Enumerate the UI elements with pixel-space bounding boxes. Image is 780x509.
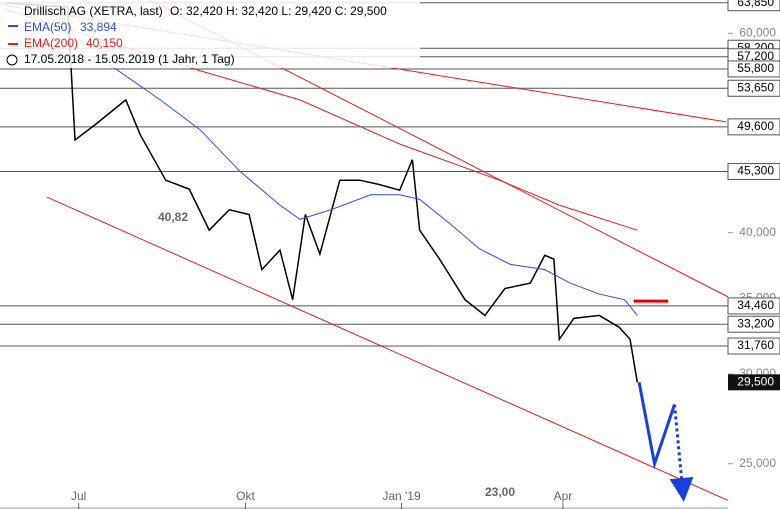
x-tick-label: Jul: [71, 489, 86, 503]
legend-ema200: EMA(200): [24, 36, 78, 50]
legend-swatch: [8, 25, 18, 27]
level-label: 55,800: [737, 61, 774, 75]
y-tick-label: 40,000: [739, 225, 776, 239]
level-box: [727, 297, 780, 315]
ema-line: [109, 64, 638, 316]
y-tick-label: 25,000: [739, 456, 776, 470]
price-line: [4, 2, 639, 383]
level-label: 34,460: [737, 298, 774, 312]
level-label: 31,760: [737, 338, 774, 352]
legend-ohlc: O: 32,420 H: 32,420 L: 29,420 C: 29,500: [170, 4, 387, 18]
level-box: [727, 60, 780, 78]
level-label: 45,300: [737, 164, 774, 178]
level-label: 33,200: [737, 316, 774, 330]
legend-swatch: [8, 43, 18, 45]
legend-bg: [0, 0, 420, 68]
annotation: 23,00: [485, 485, 515, 499]
last-label: 29,500: [737, 375, 774, 389]
legend-ema50-value: 33,894: [80, 20, 117, 34]
x-tick-label: Apr: [554, 489, 573, 503]
level-box: [727, 315, 780, 333]
ema-line: [4, 8, 638, 231]
annotation: 40,82: [158, 210, 188, 224]
level-label: 53,650: [737, 80, 774, 94]
legend-ema200-value: 40,150: [86, 36, 123, 50]
last-box: [728, 374, 780, 391]
y-tick-label: 60,000: [739, 25, 776, 39]
projection-dotted: [669, 404, 694, 502]
level-label: 57,200: [737, 49, 774, 63]
legend-ema50: EMA(50): [24, 20, 71, 34]
level-box: [727, 337, 780, 355]
x-tick-label: Okt: [236, 489, 255, 503]
trendline: [46, 196, 728, 501]
legend-period: 17.05.2018 - 15.05.2019 (1 Jahr, 1 Tag): [24, 52, 235, 66]
level-label: 49,600: [737, 119, 774, 133]
level-label: 63,850: [737, 0, 774, 9]
level-box: [727, 118, 780, 136]
level-box: [727, 0, 780, 12]
projection: [637, 382, 676, 470]
level-box: [727, 79, 780, 97]
level-box: [727, 162, 780, 180]
legend-title: Drillisch AG (XETRA, last): [24, 4, 163, 18]
x-tick-label: Jan '19: [382, 489, 421, 503]
clock-icon: [6, 54, 18, 66]
